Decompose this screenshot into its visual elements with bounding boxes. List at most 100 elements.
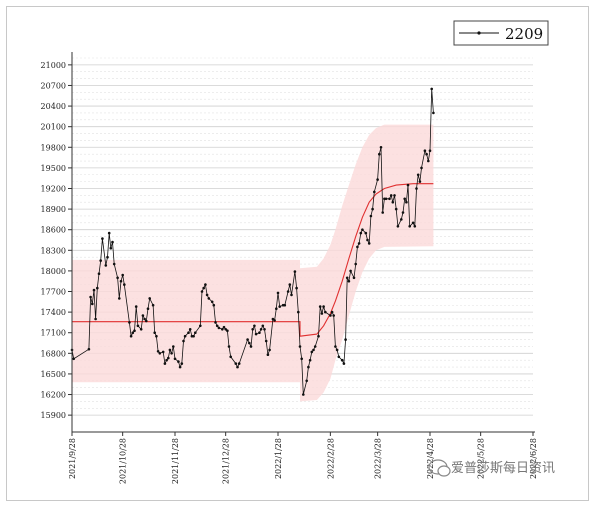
data-point	[345, 276, 349, 280]
data-point	[308, 358, 312, 362]
data-point	[94, 317, 97, 321]
data-point	[226, 329, 229, 333]
y-tick-label: 16500	[41, 370, 66, 379]
data-point	[307, 365, 310, 369]
data-point	[227, 345, 231, 348]
data-point	[361, 228, 364, 231]
data-point	[119, 279, 123, 283]
y-tick-label: 19800	[41, 143, 66, 152]
data-point	[344, 338, 347, 341]
y-tick-label: 19500	[41, 164, 66, 173]
y-tick-label: 18600	[41, 226, 66, 235]
data-point	[310, 350, 314, 354]
data-point	[170, 352, 173, 355]
fit-line	[72, 183, 434, 337]
data-point	[379, 146, 383, 149]
data-point	[293, 270, 297, 273]
data-point	[165, 358, 168, 362]
data-point	[369, 214, 373, 218]
y-tick-label: 16800	[41, 349, 66, 358]
data-point	[192, 334, 195, 338]
data-point	[153, 331, 156, 335]
data-point	[118, 297, 121, 300]
y-tick-label: 18900	[41, 205, 66, 214]
data-point	[131, 331, 135, 335]
y-tick-label: 20700	[41, 81, 66, 90]
confidence-band	[72, 124, 434, 402]
x-tick-label: 2021/10/28	[119, 438, 128, 484]
data-point	[393, 194, 396, 197]
data-point	[161, 350, 165, 354]
data-point	[121, 273, 124, 277]
x-tick-label: 2022/1/28	[274, 438, 283, 479]
data-point	[163, 362, 167, 365]
data-point	[202, 286, 205, 290]
data-point	[109, 246, 113, 250]
data-point	[332, 314, 336, 317]
chart-frame	[6, 6, 589, 501]
data-point	[342, 362, 346, 365]
data-point	[187, 331, 190, 335]
data-point	[313, 345, 317, 348]
x-tick-label: 2021/11/28	[171, 438, 180, 484]
x-axis-ticks: 2021/9/28 2021/10/28 2021/11/28 2021/12/28 2…	[68, 432, 538, 484]
data-point	[217, 326, 221, 330]
data-point	[151, 303, 155, 307]
data-point	[188, 328, 192, 331]
data-point	[367, 242, 371, 245]
data-point	[324, 310, 327, 314]
data-point	[283, 303, 287, 307]
data-point	[364, 231, 368, 235]
data-point	[178, 365, 182, 369]
data-point	[408, 225, 412, 228]
data-point	[423, 149, 427, 152]
data-point	[298, 345, 302, 348]
data-point	[420, 166, 423, 170]
y-tick-label: 21000	[41, 61, 66, 70]
data-point	[403, 197, 407, 201]
x-tick-label: 2022/6/28	[529, 438, 538, 479]
y-axis-ticks: 15900 16200 16500 16800 17100 17400 17700 18000…	[41, 61, 72, 420]
data-point	[317, 334, 320, 338]
data-point	[237, 362, 241, 365]
data-point	[253, 324, 256, 328]
y-tick-label: 18300	[41, 246, 66, 255]
x-tick-label: 2022/3/28	[374, 438, 383, 479]
data-point	[288, 283, 292, 286]
data-point	[146, 307, 150, 311]
data-point	[334, 345, 337, 348]
data-point	[246, 338, 249, 341]
data-point	[112, 262, 116, 266]
data-point	[405, 200, 408, 204]
data-point	[381, 211, 385, 214]
data-point	[354, 262, 358, 266]
data-point	[221, 328, 224, 331]
legend-label: 2209	[505, 25, 543, 43]
data-point	[322, 305, 325, 308]
data-point	[396, 225, 400, 228]
data-point	[268, 348, 271, 352]
x-tick-label: 2021/9/28	[68, 438, 77, 479]
data-point	[182, 339, 185, 343]
data-point	[356, 245, 359, 249]
data-point	[406, 183, 410, 187]
data-point	[357, 242, 361, 245]
y-tick-label: 17400	[41, 308, 66, 317]
data-point	[155, 334, 158, 338]
data-point	[388, 197, 391, 201]
data-point	[376, 178, 379, 181]
data-point	[401, 211, 405, 214]
data-point	[123, 283, 126, 286]
data-point	[107, 231, 111, 235]
y-tick-label: 17700	[41, 288, 66, 297]
y-tick-label: 19200	[41, 184, 66, 193]
x-tick-label: 2021/12/28	[222, 438, 231, 484]
data-point	[415, 187, 418, 190]
data-point	[400, 218, 403, 221]
data-point	[340, 358, 344, 362]
data-point	[347, 279, 351, 283]
data-point	[416, 173, 420, 177]
data-point	[371, 207, 374, 211]
data-point	[97, 272, 101, 276]
data-point	[207, 297, 211, 300]
